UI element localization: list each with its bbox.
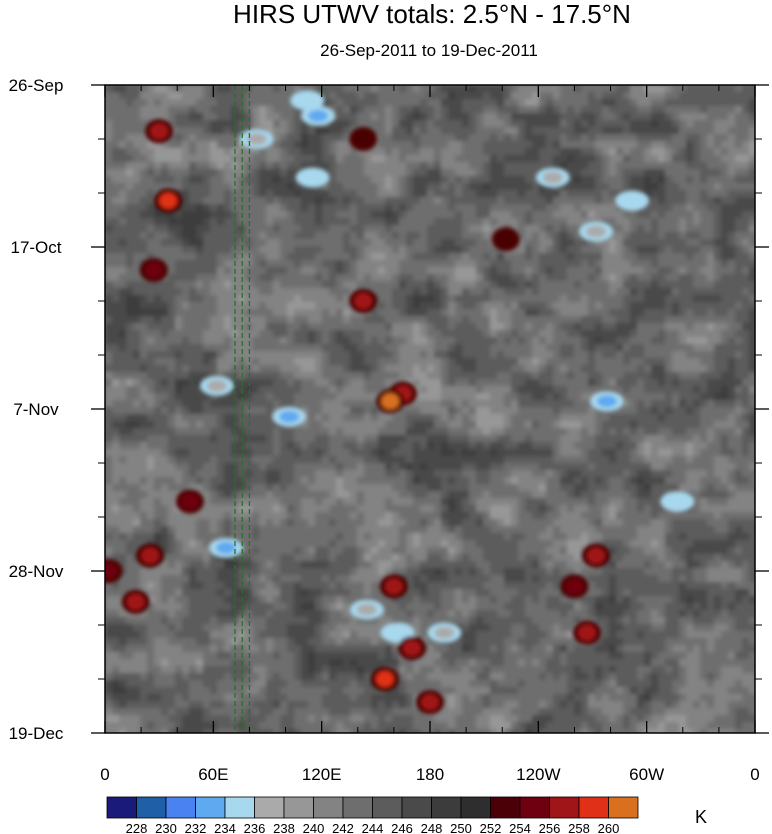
colorbar-swatch-17 — [608, 796, 639, 819]
warm-feature-8 — [126, 593, 145, 610]
warm-feature-11 — [402, 640, 421, 657]
x-tick-label-5: 60W — [629, 765, 664, 784]
colorbar-label-12: 252 — [480, 821, 502, 834]
colorbar-label-0: 228 — [126, 821, 148, 834]
colorbar-swatch-7 — [313, 796, 344, 819]
axes: 0 60E 120E 180 120W 60W 0 26-Sep 17-Oct 7-Nov 28-N… — [9, 76, 769, 784]
colorbar-label-5: 238 — [273, 821, 295, 834]
colorbar-swatch-10 — [401, 796, 432, 819]
y-tick-label-0: 26-Sep — [9, 76, 64, 95]
colorbar-swatch-3 — [195, 796, 226, 819]
cold-feature-10 — [667, 495, 688, 508]
colorbar-label-11: 250 — [450, 821, 472, 834]
colorbar-label-4: 236 — [244, 821, 266, 834]
warm-feature-7 — [141, 547, 160, 564]
colorbar-label-6: 240 — [303, 821, 325, 834]
y-tick-label-4: 19-Dec — [9, 724, 64, 743]
colorbar-label-13: 254 — [509, 821, 531, 834]
warm-feature-13 — [421, 694, 439, 711]
colorbar-swatch-15 — [549, 796, 580, 819]
colorbar-swatch-5 — [254, 796, 285, 819]
x-tick-label-0: 0 — [100, 765, 109, 784]
colorbar-units: K — [695, 807, 707, 827]
chart-title: HIRS UTWV totals: 2.5°N - 17.5°N — [233, 0, 631, 29]
warm-feature-1 — [159, 192, 178, 209]
cold-feature-5 — [596, 395, 617, 408]
cold-feature-8 — [387, 626, 408, 639]
warm-feature-12 — [375, 671, 394, 687]
cold-feature-6 — [622, 194, 643, 207]
warm-feature-14 — [587, 547, 606, 564]
warm-feature-4 — [354, 293, 373, 309]
colorbar-label-3: 234 — [214, 821, 236, 834]
cold-feature-13 — [434, 626, 455, 639]
colorbar-label-9: 246 — [391, 821, 413, 834]
colorbar-label-10: 248 — [421, 821, 443, 834]
colorbar-label-8: 244 — [362, 821, 384, 834]
warm-feature-3 — [354, 131, 373, 147]
warm-feature-6 — [381, 393, 400, 410]
colorbar-label-1: 230 — [155, 821, 177, 834]
warm-feature-0 — [150, 123, 169, 140]
warm-feature-2 — [144, 262, 163, 279]
colorbar-label-16: 260 — [598, 821, 620, 834]
colorbar-swatch-13 — [490, 796, 521, 819]
x-tick-label-1: 60E — [198, 765, 228, 784]
field-texture — [105, 85, 755, 733]
colorbar-swatch-2 — [165, 796, 196, 819]
colorbar-swatch-0 — [106, 796, 137, 819]
cold-feature-3 — [246, 133, 267, 145]
cold-feature-11 — [542, 171, 563, 184]
colorbar-swatch-14 — [519, 796, 550, 819]
field-features — [105, 90, 695, 715]
colorbar-label-15: 258 — [568, 821, 590, 834]
cold-feature-4 — [279, 410, 300, 423]
chart-subtitle: 26-Sep-2011 to 19-Dec-2011 — [320, 41, 538, 60]
cold-feature-9 — [356, 603, 377, 616]
cold-feature-0 — [297, 94, 318, 107]
x-tick-label-3: 180 — [416, 765, 444, 784]
colorbar-swatch-16 — [578, 796, 609, 819]
warm-feature-10 — [384, 578, 403, 595]
cold-feature-14 — [206, 379, 227, 392]
cold-feature-2 — [302, 171, 323, 184]
colorbar-swatch-11 — [431, 796, 462, 819]
warm-feature-15 — [578, 624, 597, 641]
cold-feature-1 — [308, 109, 329, 122]
warm-feature-16 — [565, 578, 584, 595]
x-tick-label-2: 120E — [302, 765, 342, 784]
cold-feature-12 — [586, 225, 607, 238]
y-tick-label-1: 17-Oct — [10, 238, 61, 257]
colorbar-swatch-4 — [224, 796, 255, 819]
colorbar-swatch-9 — [372, 796, 403, 819]
colorbar-label-14: 256 — [539, 821, 561, 834]
colorbar-swatch-1 — [136, 796, 167, 819]
y-tick-label-2: 7-Nov — [13, 400, 59, 419]
colorbar-label-7: 242 — [332, 821, 354, 834]
colorbar: 228 230 232 234 236 238 240 242 244 246 248 250 252 2… — [106, 796, 707, 834]
warm-feature-18 — [105, 563, 118, 579]
x-tick-label-4: 120W — [516, 765, 560, 784]
colorbar-label-2: 232 — [185, 821, 207, 834]
colorbar-swatch-12 — [460, 796, 491, 819]
colorbar-swatch-8 — [342, 796, 373, 819]
cold-feature-7 — [215, 541, 236, 554]
plot-area — [105, 85, 755, 733]
colorbar-swatch-6 — [283, 796, 314, 819]
warm-feature-17 — [496, 231, 515, 248]
x-tick-label-6: 0 — [750, 765, 759, 784]
warm-feature-9 — [180, 493, 199, 510]
y-tick-label-3: 28-Nov — [9, 562, 64, 581]
